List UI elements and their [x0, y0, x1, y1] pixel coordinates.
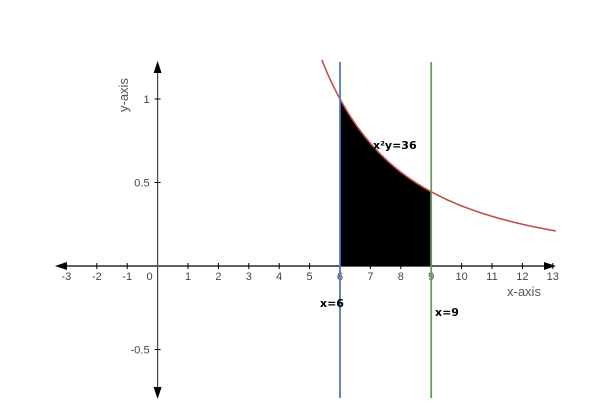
y-axis-arrow-down — [153, 387, 162, 399]
x-tick-label: 11 — [486, 271, 497, 283]
y-tick-label: -0.5 — [131, 345, 150, 357]
ticks: -3-2-101234567891011121310.5-0.5 — [62, 94, 559, 357]
x-tick-label: 7 — [367, 271, 373, 283]
x-tick-label: -3 — [62, 271, 72, 283]
x-tick-label: 13 — [547, 271, 559, 283]
x-axis-arrow-left — [55, 262, 67, 270]
line9-label: x=9 — [435, 306, 459, 319]
y-tick-label: 1 — [143, 94, 149, 106]
curve-series — [321, 59, 556, 232]
x-tick-label: 12 — [516, 271, 528, 283]
shaded-area — [340, 99, 432, 266]
x-tick-label: -1 — [122, 271, 132, 283]
line6-label: x=6 — [320, 297, 344, 310]
x-tick-label: 0 — [147, 271, 153, 283]
y-axis-arrow-up — [153, 61, 162, 73]
x-tick-label: 4 — [276, 271, 282, 283]
x-tick-label: -2 — [92, 271, 102, 283]
x-axis-arrow-right — [544, 262, 556, 270]
y-axis-label: y-axis — [116, 78, 131, 112]
x-tick-label: 2 — [215, 271, 221, 283]
x-tick-label: 10 — [455, 271, 467, 283]
x-tick-label: 3 — [246, 271, 252, 283]
x-axis-label: x-axis — [507, 284, 541, 299]
axes — [55, 61, 556, 399]
x-tick-label: 8 — [398, 271, 404, 283]
curve-label: x²y=36 — [373, 139, 417, 152]
x-tick-label: 1 — [185, 271, 191, 283]
y-tick-label: 0.5 — [134, 178, 149, 190]
x-tick-label: 5 — [307, 271, 313, 283]
